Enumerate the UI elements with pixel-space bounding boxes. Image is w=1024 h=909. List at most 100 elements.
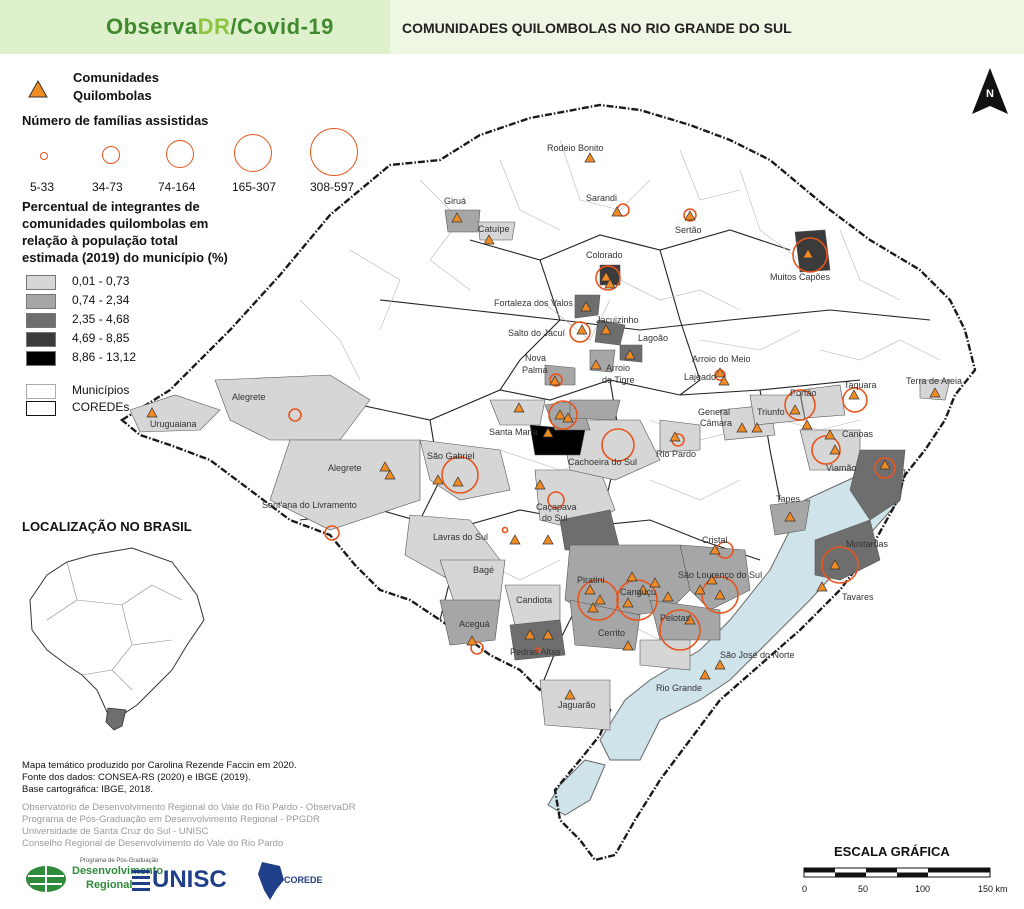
north-arrow-icon: N [972, 68, 1008, 114]
swatch-label: 0,01 - 0,73 [72, 274, 130, 288]
institution-line-2: Programa de Pós-Graduação em Desenvolvim… [22, 814, 320, 825]
swatch-label: 0,74 - 2,34 [72, 293, 130, 307]
place-label: Giruá [444, 196, 466, 206]
scale-tick: 100 [915, 884, 931, 894]
credit-line-3: Base cartográfica: IBGE, 2018. [22, 784, 153, 795]
place-label: Sertão [675, 225, 702, 235]
swatch-coredes [26, 401, 56, 416]
north-label: N [986, 88, 994, 100]
credit-line-1: Mapa temático produzido por Carolina Rez… [22, 760, 297, 771]
community-triangles [146, 152, 941, 700]
place-label: Lagoão [638, 333, 668, 343]
corede-logo: COREDE [284, 875, 323, 885]
place-label: Aceguá [459, 619, 490, 629]
circle-class-4 [234, 134, 272, 172]
ppgdr-logo-line3: Regional [86, 879, 133, 891]
institution-line-4: Conselho Regional de Desenvolvimento do … [22, 838, 284, 849]
place-label: Salto do Jacuí [508, 328, 566, 338]
swatch-class-4 [26, 332, 56, 347]
legend-percent-title-2: comunidades quilombolas em [22, 216, 209, 231]
place-label: Caçapava [536, 502, 577, 512]
place-label: Fortaleza dos Valos [494, 298, 573, 308]
place-label: Lavras do Sul [433, 532, 488, 542]
place-label: Terra de Areia [906, 376, 962, 386]
legend-municipios-label: Municípios [72, 383, 130, 397]
place-label: Muitos Capões [770, 272, 831, 282]
globe-logo-icon [26, 866, 66, 892]
place-label: Portão [790, 388, 817, 398]
place-label: Lajeado [684, 372, 716, 382]
swatch-label: 4,69 - 8,85 [72, 331, 130, 345]
legend-communities-line1: Comunidades [73, 70, 159, 85]
place-label: Alegrete [232, 392, 266, 402]
scale-tick: 150 km [978, 884, 1008, 894]
circle-class-2 [102, 146, 120, 164]
legend-percent-title-4: estimada (2019) do município (%) [22, 250, 228, 265]
state-outline [119, 103, 977, 862]
scale-title: ESCALA GRÁFICA [834, 844, 950, 859]
brand-part-covid: /Covid-19 [230, 14, 334, 39]
family-class-label: 34-73 [92, 180, 123, 194]
place-label: Tapes [776, 494, 801, 504]
place-label: Uruguaiana [150, 419, 197, 429]
place-label: Canguçu [620, 587, 656, 597]
place-label: General [698, 407, 730, 417]
family-class-label: 74-164 [158, 180, 196, 194]
place-label: Alegrete [328, 463, 362, 473]
institution-line-1: Observatório de Desenvolvimento Regional… [22, 802, 356, 813]
family-class-label: 5-33 [30, 180, 55, 194]
place-label: São José do Norte [720, 650, 795, 660]
credit-line-2: Fonte dos dados: CONSEA-RS (2020) e IBGE… [22, 772, 251, 783]
legend-communities-line2: Quilombolas [73, 88, 152, 103]
place-label: Sant'ana do Livramento [262, 500, 357, 510]
place-label: Rio Pardo [656, 449, 696, 459]
place-label: Cristal [702, 535, 728, 545]
place-label: Canoas [842, 429, 874, 439]
inset-title: LOCALIZAÇÃO NO BRASIL [22, 519, 192, 534]
circle-class-5 [310, 128, 358, 176]
family-class-label: 308-597 [310, 180, 355, 194]
swatch-class-2 [26, 294, 56, 309]
swatch-class-5 [26, 351, 56, 366]
ppgdr-logo-line2: Desenvolvimento [72, 865, 164, 877]
brand-logo: ObservaDR/Covid-19 [106, 14, 334, 40]
place-label: Jaguarão [558, 700, 596, 710]
circle-class-1 [40, 152, 48, 160]
place-label: São Gabriel [427, 451, 475, 461]
place-label: Nova [525, 353, 546, 363]
legend-coredes-label: COREDEs [72, 400, 130, 414]
place-label: Pelotas [660, 613, 691, 623]
place-label: Rio Grande [656, 683, 702, 693]
place-label: Arroio do Meio [692, 354, 751, 364]
swatch-municipios [26, 384, 56, 399]
place-label: Arroio [606, 363, 630, 373]
scale-tick: 0 [802, 884, 808, 894]
place-label: do Tigre [602, 375, 635, 385]
map-title: COMUNIDADES QUILOMBOLAS NO RIO GRANDE DO… [402, 20, 792, 36]
place-label: Triunfo [757, 407, 785, 417]
place-label: São Lourenço do Sul [678, 570, 762, 580]
lagoa-dos-patos [599, 469, 906, 761]
place-label: Taquara [844, 380, 877, 390]
place-label: Câmara [700, 418, 732, 428]
header-brand-panel [0, 0, 390, 54]
legend-percent-title-3: relação à população total [22, 233, 179, 248]
place-label: Colorado [586, 250, 623, 260]
place-label: Jacuizinho [596, 315, 639, 325]
lagoa-mirim [547, 759, 606, 816]
unisc-logo: UNISC [152, 866, 227, 893]
swatch-class-1 [26, 275, 56, 290]
institution-line-3: Universidade de Santa Cruz do Sul - UNIS… [22, 826, 209, 837]
scale-bar [803, 867, 991, 878]
place-label: Bagé [473, 565, 494, 575]
place-label: do Sul [542, 513, 568, 523]
circle-class-3 [166, 140, 194, 168]
place-label: Rodeio Bonito [547, 143, 604, 153]
place-label: Palma [522, 365, 548, 375]
place-label: Catuípe [478, 224, 510, 234]
swatch-label: 2,35 - 4,68 [72, 312, 130, 326]
swatch-label: 8,86 - 13,12 [72, 350, 137, 364]
place-label: Tavares [842, 592, 874, 602]
place-label: Santa Maria [489, 427, 538, 437]
